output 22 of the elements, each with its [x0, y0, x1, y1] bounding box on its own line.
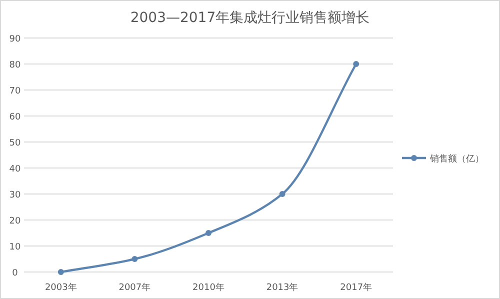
- y-tick-label: 50: [9, 138, 21, 148]
- y-tick-label: 10: [9, 242, 21, 252]
- x-tick-label: 2003年: [44, 282, 77, 293]
- x-tick-label: 2010年: [192, 282, 224, 293]
- chart-title: 2003—2017年集成灶行业销售额增长: [130, 10, 370, 26]
- x-tick-label: 2007年: [118, 282, 151, 293]
- point: [279, 191, 286, 197]
- y-tick-label: 30: [9, 190, 21, 200]
- x-tick-label: 2017年: [340, 282, 372, 293]
- y-tick-label: 80: [9, 60, 21, 70]
- y-tick-label: 0: [12, 268, 18, 278]
- point: [132, 256, 138, 262]
- point: [206, 230, 212, 236]
- y-tick-label: 40: [9, 164, 21, 174]
- point: [353, 61, 360, 67]
- point: [58, 269, 64, 275]
- y-tick-label: 90: [9, 34, 21, 44]
- legend-label: 销售额（亿）: [429, 154, 484, 164]
- y-tick-label: 20: [9, 216, 21, 226]
- y-tick-label: 70: [9, 86, 21, 96]
- y-tick-label: 60: [9, 112, 21, 122]
- x-tick-label: 2013年: [266, 282, 298, 293]
